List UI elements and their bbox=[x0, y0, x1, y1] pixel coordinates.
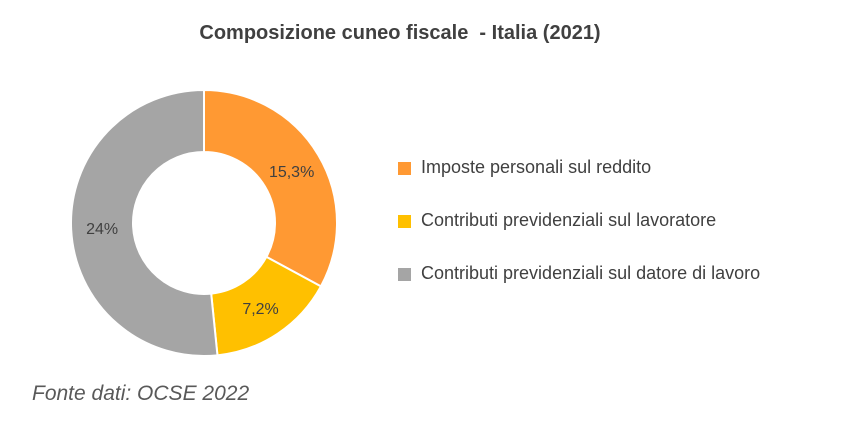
data-label-contributi-datore: 24% bbox=[86, 221, 118, 238]
slice-contributi-datore bbox=[70, 88, 219, 357]
legend-label-contributi-lavoratore: Contributi previdenziali sul lavoratore bbox=[421, 210, 717, 230]
legend-swatch-imposte-personali bbox=[398, 162, 411, 175]
chart-title: Composizione cuneo fiscale - Italia (202… bbox=[199, 22, 601, 44]
data-label-imposte-personali: 15,3% bbox=[269, 164, 314, 181]
legend-item-imposte-personali: Imposte personali sul reddito bbox=[398, 150, 760, 203]
source-note: Fonte dati: OCSE 2022 bbox=[32, 382, 250, 405]
chart-legend: Imposte personali sul reddito Contributi… bbox=[398, 150, 760, 309]
legend-item-contributi-lavoratore: Contributi previdenziali sul lavoratore bbox=[398, 203, 760, 256]
legend-label-imposte-personali: Imposte personali sul reddito bbox=[421, 157, 652, 177]
legend-swatch-contributi-datore bbox=[398, 268, 411, 281]
legend-item-contributi-datore: Contributi previdenziali sul datore di l… bbox=[398, 256, 760, 309]
data-label-contributi-lavoratore: 7,2% bbox=[242, 301, 278, 318]
legend-swatch-contributi-lavoratore bbox=[398, 215, 411, 228]
legend-label-contributi-datore: Contributi previdenziali sul datore di l… bbox=[421, 263, 761, 283]
slice-imposte-personali bbox=[203, 88, 338, 288]
